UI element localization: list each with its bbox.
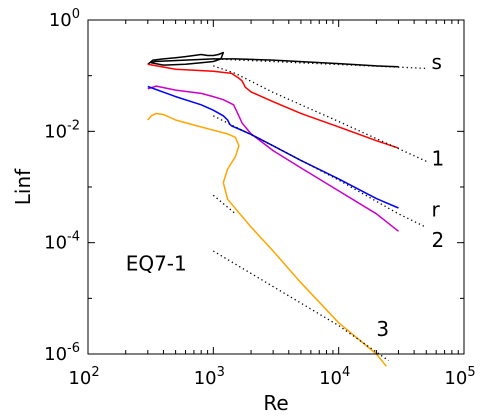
reference-lines-layer [212, 58, 427, 362]
x-tick-label-1: 103 [194, 365, 225, 389]
y-tick-label-1: 10-4 [44, 230, 80, 254]
y-tick-label-3: 100 [49, 7, 80, 31]
annotation-1: s [432, 50, 442, 74]
annotations-layer: EQ7-1 s 1 r 2 3 [126, 50, 445, 341]
reference-line-4 [212, 194, 236, 215]
y-tick-label-2: 10-2 [44, 118, 80, 142]
annotation-5: 3 [376, 317, 389, 341]
x-axis-title: Re [263, 391, 288, 415]
annotation-2: 1 [432, 146, 445, 170]
ticks-layer: 102 103 104 105 10-6 10-4 10-2 100 [44, 7, 475, 389]
annotation-4: 2 [432, 228, 445, 252]
y-tick-label-0: 10-6 [44, 341, 80, 365]
annotation-3: r [432, 198, 441, 222]
reference-line-2 [213, 115, 427, 228]
reference-line-0 [213, 58, 427, 70]
reference-line-1 [213, 65, 427, 162]
series-line-3 [147, 85, 399, 209]
x-tick-label-0: 102 [68, 365, 99, 389]
plot-area [88, 20, 464, 354]
x-tick-label-2: 104 [319, 365, 350, 389]
series-line-4 [147, 112, 387, 367]
y-axis-title: Linf [11, 168, 35, 205]
series-layer [147, 51, 399, 367]
series-line-2 [147, 85, 399, 232]
series-line-0 [147, 51, 399, 68]
annotation-0: EQ7-1 [126, 252, 187, 276]
series-line-1 [147, 63, 399, 149]
x-tick-label-3: 105 [444, 365, 475, 389]
